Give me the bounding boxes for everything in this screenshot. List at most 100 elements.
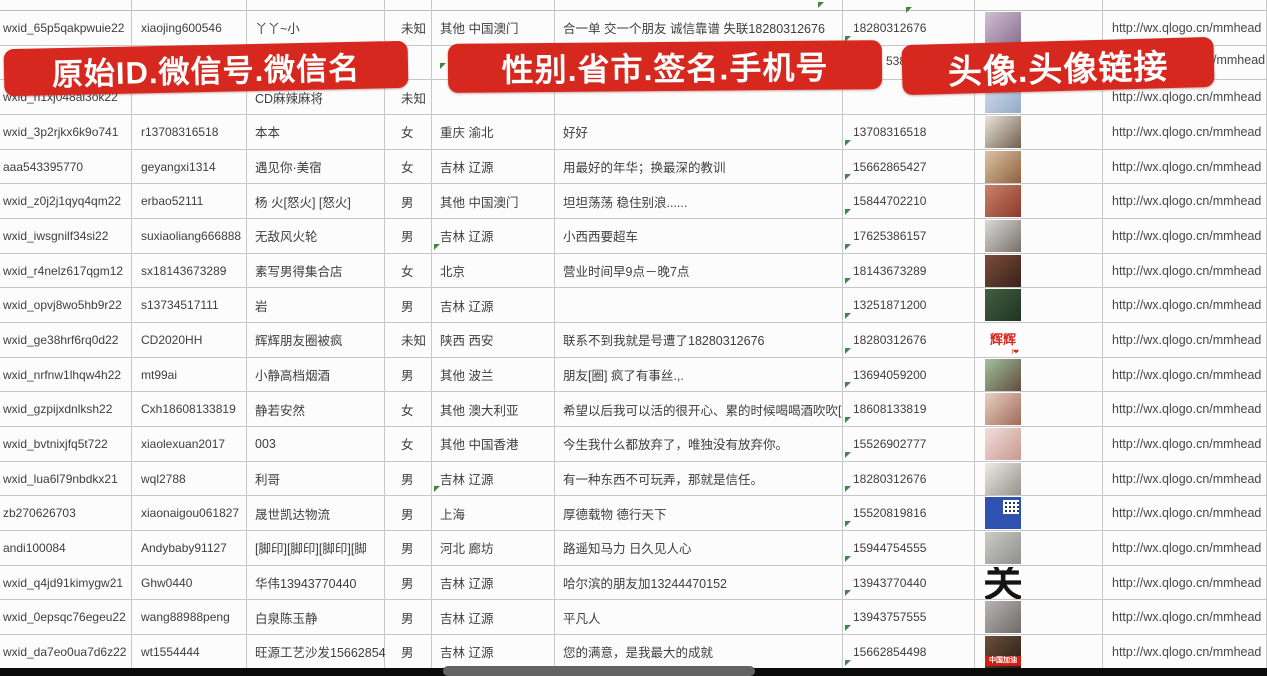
cell-gender[interactable]: 男	[385, 600, 432, 636]
cell-region[interactable]: 上海	[432, 496, 555, 532]
cell-avatar-url[interactable]: http://wx.qlogo.cn/mmhead	[1103, 531, 1267, 566]
cell-original-id[interactable]: zb270626703	[0, 496, 132, 532]
cell-wechat-name[interactable]: 旺源工艺沙发15662854	[247, 635, 386, 670]
cell-phone[interactable]: 15520819816	[843, 496, 975, 532]
cell-signature[interactable]	[555, 80, 843, 116]
cell-wechat-name[interactable]: 本本	[247, 115, 385, 150]
cell-gender[interactable]: 未知	[385, 80, 432, 116]
cell-avatar[interactable]	[975, 219, 1103, 254]
cell-avatar-url[interactable]: http://wx.qlogo.cn/mmhead	[1103, 427, 1267, 462]
cell-original-id[interactable]: andi100084	[0, 531, 132, 566]
cell-gender[interactable]: 男	[385, 531, 432, 566]
cell-original-id[interactable]: wxid_q4jd91kimygw21	[0, 565, 132, 601]
cell-phone[interactable]: 13694059200	[843, 357, 975, 393]
cell-avatar[interactable]: 辉辉 I❤	[975, 323, 1103, 358]
cell-avatar-url[interactable]: http://wx.qlogo.cn/mmhead	[1103, 565, 1267, 601]
cell-avatar-url[interactable]: http://wx.qlogo.cn/mmhead	[1103, 115, 1267, 150]
cell-signature[interactable]: 联系不到我就是号遭了18280312676	[555, 323, 843, 358]
cell-avatar[interactable]	[975, 496, 1103, 532]
cell-wechat-account[interactable]: r13708316518	[132, 115, 247, 150]
cell-avatar[interactable]	[975, 357, 1103, 393]
cell-wechat-account[interactable]: s13734517111	[132, 288, 247, 324]
cell-avatar-url[interactable]: http://wx.qlogo.cn/mmhead	[1103, 219, 1267, 254]
cell-region[interactable]: 其他 澳大利亚	[432, 392, 555, 428]
cell-signature[interactable]: 您的满意，是我最大的成就	[555, 635, 843, 670]
cell-original-id[interactable]: wxid_da7eo0ua7d6z22	[0, 635, 132, 670]
cell-phone[interactable]: 15844702210	[843, 184, 975, 220]
cell-phone[interactable]: 18143673289	[843, 253, 975, 289]
cell-avatar-url[interactable]: http://wx.qlogo.cn/mmhead	[1103, 149, 1267, 185]
cell-region[interactable]: 吉林 辽源	[432, 149, 555, 185]
cell-gender[interactable]: 男	[385, 219, 432, 254]
cell-phone[interactable]: 18280312676	[843, 323, 975, 358]
cell-original-id[interactable]: wxid_r4nelz617qgm12	[0, 253, 132, 289]
cell-wechat-account[interactable]: xiaojing600546	[132, 11, 247, 46]
cell-region[interactable]: 重庆 渝北	[432, 115, 555, 150]
cell-avatar[interactable]	[975, 115, 1103, 150]
cell-phone[interactable]: 15662865427	[843, 149, 975, 185]
cell-signature[interactable]: 有一种东西不可玩弄，那就是信任。	[555, 461, 843, 497]
cell-region[interactable]: 吉林 辽源	[432, 565, 555, 601]
cell-wechat-name[interactable]: 白泉陈玉静	[247, 600, 385, 636]
cell-signature[interactable]	[555, 288, 843, 324]
cell-gender[interactable]: 男	[385, 184, 432, 220]
cell-avatar-url[interactable]: http://wx.qlogo.cn/mmhead	[1103, 600, 1267, 636]
cell-gender[interactable]: 女	[385, 427, 432, 462]
cell-signature[interactable]: 厚德载物 德行天下	[555, 496, 843, 532]
cell-avatar[interactable]	[975, 531, 1103, 566]
cell-phone[interactable]: 13943757555	[843, 600, 975, 636]
cell-phone[interactable]: 15662854498	[843, 635, 975, 670]
cell-avatar[interactable]	[975, 184, 1103, 220]
cell-gender[interactable]: 男	[385, 496, 432, 532]
cell-avatar-url[interactable]: http://wx.qlogo.cn/mmhead	[1103, 357, 1267, 393]
cell-avatar[interactable]	[975, 392, 1103, 428]
cell-wechat-account[interactable]: wql2788	[132, 461, 247, 497]
cell-avatar[interactable]	[975, 288, 1103, 324]
cell-avatar[interactable]: 关	[975, 565, 1103, 601]
cell-wechat-name[interactable]: 岩	[247, 288, 385, 324]
cell-region[interactable]: 陕西 西安	[432, 323, 555, 358]
cell-wechat-name[interactable]: 003	[247, 427, 385, 462]
cell-gender[interactable]	[385, 45, 432, 81]
cell-avatar[interactable]	[975, 427, 1103, 462]
cell-gender[interactable]: 女	[385, 149, 432, 185]
cell-wechat-name[interactable]: 遇见你·美宿	[247, 149, 385, 185]
cell-wechat-name[interactable]: 丫丫~小	[247, 11, 385, 46]
cell-signature[interactable]: 路遥知马力 日久见人心	[555, 531, 843, 566]
cell-region[interactable]: 北京	[432, 253, 555, 289]
cell-avatar-url[interactable]: http://wx.qlogo.cn/mmhead	[1103, 635, 1267, 670]
cell-phone[interactable]: 17625386157	[843, 219, 975, 254]
cell-wechat-name[interactable]: 利哥	[247, 461, 385, 497]
cell-wechat-account[interactable]: wt1554444	[132, 635, 247, 670]
cell-signature[interactable]: 用最好的年华；换最深的教训	[555, 149, 843, 185]
cell-phone[interactable]: 15526902777	[843, 427, 975, 462]
horizontal-scrollbar-thumb[interactable]	[443, 666, 755, 676]
cell-original-id[interactable]: wxid_ge38hrf6rq0d22	[0, 323, 132, 358]
cell-signature[interactable]: 哈尔滨的朋友加13244470152	[555, 565, 843, 601]
cell-original-id[interactable]: wxid_iwsgnilf34si22	[0, 219, 132, 254]
cell-wechat-account[interactable]: wang88988peng	[132, 600, 247, 636]
cell-wechat-name[interactable]: 晟世凯达物流	[247, 496, 385, 532]
cell-wechat-name[interactable]: CD麻辣麻将	[247, 80, 385, 116]
cell-wechat-name[interactable]: 小静高档烟酒	[247, 357, 385, 393]
cell-wechat-account[interactable]: suxiaoliang666888	[132, 219, 247, 254]
cell-avatar[interactable]	[975, 253, 1103, 289]
cell-avatar-url[interactable]: http://wx.qlogo.cn/mmhead	[1103, 496, 1267, 532]
cell-original-id[interactable]: wxid_opvj8wo5hb9r22	[0, 288, 132, 324]
cell-wechat-account[interactable]	[132, 80, 247, 116]
cell-wechat-account[interactable]: xiaolexuan2017	[132, 427, 247, 462]
cell-region[interactable]: 其他 波兰	[432, 357, 555, 393]
cell-phone[interactable]: 18608133819	[843, 392, 975, 428]
cell-avatar-url[interactable]: http://wx.qlogo.cn/mmhead	[1103, 392, 1267, 428]
cell-wechat-account[interactable]: sx18143673289	[132, 253, 247, 289]
cell-gender[interactable]: 未知	[385, 323, 432, 358]
cell-avatar[interactable]	[975, 461, 1103, 497]
cell-phone[interactable]: 13251871200	[843, 288, 975, 324]
cell-signature[interactable]: 坦坦荡荡 稳住别浪......	[555, 184, 843, 220]
cell-original-id[interactable]: wxid_gzpijxdnlksh22	[0, 392, 132, 428]
cell-wechat-account[interactable]: geyangxi1314	[132, 149, 247, 185]
cell-wechat-account[interactable]: Ghw0440	[132, 565, 247, 601]
cell-signature[interactable]: 好好	[555, 115, 843, 150]
cell-original-id[interactable]: wxid_bvtnixjfq5t722	[0, 427, 132, 462]
cell-wechat-account[interactable]: CD2020HH	[132, 323, 247, 358]
